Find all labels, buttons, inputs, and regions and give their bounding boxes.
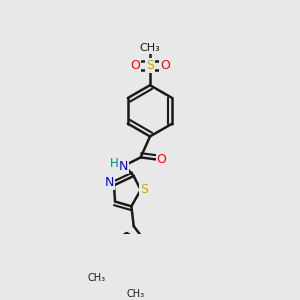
Text: H: H <box>110 157 118 170</box>
Text: N: N <box>105 176 114 190</box>
Text: S: S <box>146 59 154 72</box>
Text: O: O <box>157 153 166 166</box>
Text: S: S <box>150 37 158 50</box>
Text: CH₃: CH₃ <box>126 289 144 299</box>
Text: O: O <box>160 59 170 72</box>
Text: CH₃: CH₃ <box>140 43 160 53</box>
Text: N: N <box>118 160 128 173</box>
Text: S: S <box>150 47 151 48</box>
Text: CH₃: CH₃ <box>87 273 105 284</box>
Text: S: S <box>140 184 148 196</box>
Text: O: O <box>130 59 140 72</box>
